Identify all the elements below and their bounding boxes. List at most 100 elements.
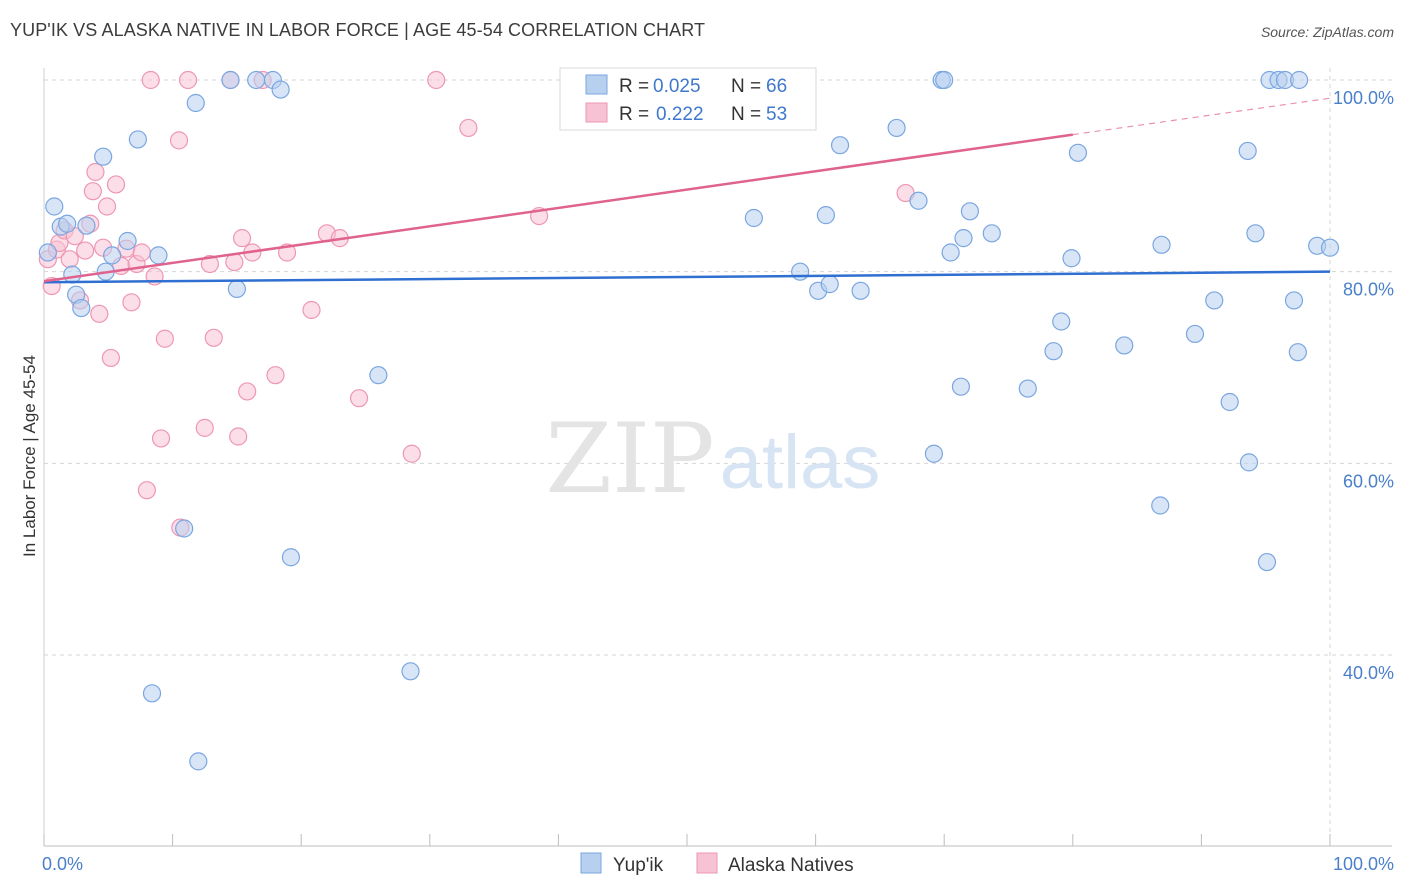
x-tick-label-end: 100.0% (1333, 854, 1394, 874)
point-yupik-4 (63, 265, 82, 284)
point-alaska-48 (459, 118, 478, 138)
point-yupik-0 (38, 243, 57, 262)
trend-line-alaska-extension (1072, 97, 1331, 136)
point-alaska-21 (132, 243, 151, 262)
point-yupik-32 (851, 281, 870, 300)
point-yupik-11 (118, 231, 137, 251)
point-yupik-6 (72, 298, 91, 318)
point-yupik-56 (1257, 552, 1277, 572)
point-yupik-13 (142, 684, 162, 703)
point-alaska-8 (76, 241, 95, 260)
bottom-legend-label-alaska: Alaska Natives (728, 855, 854, 876)
point-yupik-55 (1246, 224, 1265, 243)
legend-r-label-alaska: R = (619, 104, 649, 125)
y-tick-labels: 40.0% 60.0% 80.0% 100.0% (1333, 88, 1394, 683)
point-alaska-32 (204, 328, 223, 347)
legend-r-value-alaska: 0.222 (656, 104, 704, 125)
trend-line-alaska (43, 133, 1073, 283)
point-alaska-27 (169, 131, 189, 150)
legend-n-label-yupik: N = (731, 76, 761, 97)
point-yupik-33 (887, 118, 906, 138)
point-alaska-42 (302, 300, 321, 320)
point-yupik-12 (128, 130, 147, 149)
point-yupik-53 (1238, 141, 1257, 161)
legend-r-value-yupik: 0.025 (653, 76, 701, 97)
point-yupik-45 (1062, 249, 1081, 268)
bottom-legend: Yup'ik Alaska Natives (580, 852, 854, 876)
point-yupik-43 (1044, 342, 1063, 361)
point-alaska-19 (122, 293, 141, 312)
point-yupik-42 (1018, 379, 1037, 398)
chart-title: YUP'IK VS ALASKA NATIVE IN LABOR FORCE |… (10, 20, 706, 40)
point-alaska-16 (106, 175, 126, 194)
point-yupik-34 (909, 191, 928, 210)
bottom-legend-label-yupik: Yup'ik (613, 855, 664, 876)
legend-box: R = 0.025 N = 66 R = 0.222 N = 53 (559, 67, 817, 131)
watermark-zip: ZIP (545, 403, 714, 515)
source-credit: Source: ZipAtlas.com (1260, 24, 1394, 40)
point-yupik-64 (1320, 238, 1340, 257)
point-alaska-45 (349, 389, 369, 408)
y-tick-label-60: 60.0% (1343, 471, 1394, 491)
point-alaska-15 (101, 348, 120, 368)
point-yupik-37 (941, 243, 960, 262)
point-yupik-3 (58, 214, 77, 233)
point-alaska-26 (155, 329, 174, 348)
point-alaska-35 (229, 427, 248, 446)
y-tick-label-100: 100.0% (1333, 88, 1394, 108)
bottom-legend-swatch-alaska (696, 852, 718, 874)
y-tick-label-80: 80.0% (1343, 280, 1394, 300)
legend-n-value-yupik: 66 (766, 76, 787, 97)
point-yupik-7 (77, 216, 96, 235)
trend-lines (43, 97, 1331, 284)
x-axis-ticks (43, 834, 1331, 846)
point-yupik-61 (1288, 343, 1307, 362)
trend-line-yupik (43, 270, 1331, 284)
point-alaska-36 (232, 229, 252, 248)
legend-n-label-alaska: N = (731, 104, 761, 125)
point-yupik-10 (103, 246, 122, 265)
point-alaska-46 (402, 444, 421, 463)
point-yupik-23 (281, 548, 301, 567)
point-yupik-1 (45, 197, 64, 216)
point-alaska-11 (86, 162, 105, 182)
point-yupik-17 (189, 752, 208, 771)
point-yupik-16 (186, 93, 205, 113)
x-tick-label-start: 0.0% (42, 854, 83, 874)
point-yupik-49 (1152, 235, 1171, 254)
point-alaska-5 (60, 250, 79, 269)
point-alaska-14 (97, 197, 117, 216)
point-alaska-23 (141, 70, 160, 90)
legend-n-value-alaska: 53 (766, 104, 787, 125)
legend-swatch-yupik (585, 74, 608, 95)
point-yupik-18 (221, 70, 240, 90)
point-alaska-31 (200, 254, 219, 274)
point-yupik-38 (951, 377, 971, 396)
bottom-legend-swatch-yupik (580, 852, 602, 874)
watermark-atlas: atlas (720, 420, 881, 505)
point-yupik-46 (1068, 143, 1088, 162)
point-yupik-51 (1205, 291, 1224, 310)
point-alaska-10 (83, 182, 102, 201)
point-alaska-22 (137, 481, 156, 500)
point-yupik-31 (830, 136, 850, 155)
point-alaska-12 (90, 304, 109, 323)
point-yupik-50 (1185, 324, 1205, 344)
point-alaska-47 (427, 70, 446, 90)
point-alaska-30 (195, 418, 214, 437)
point-yupik-39 (954, 229, 973, 248)
point-yupik-65 (935, 70, 954, 90)
y-tick-label-40: 40.0% (1343, 663, 1394, 683)
point-alaska-29 (178, 70, 198, 90)
point-yupik-62 (1290, 70, 1309, 90)
y-axis-label: In Labor Force | Age 45-54 (20, 355, 39, 557)
point-alaska-40 (266, 366, 285, 385)
point-yupik-54 (1239, 453, 1259, 472)
point-yupik-26 (744, 208, 763, 228)
point-yupik-15 (175, 519, 194, 538)
point-yupik-47 (1115, 336, 1134, 355)
point-yupik-48 (1151, 496, 1170, 515)
point-yupik-40 (960, 202, 980, 221)
point-yupik-52 (1220, 392, 1239, 412)
